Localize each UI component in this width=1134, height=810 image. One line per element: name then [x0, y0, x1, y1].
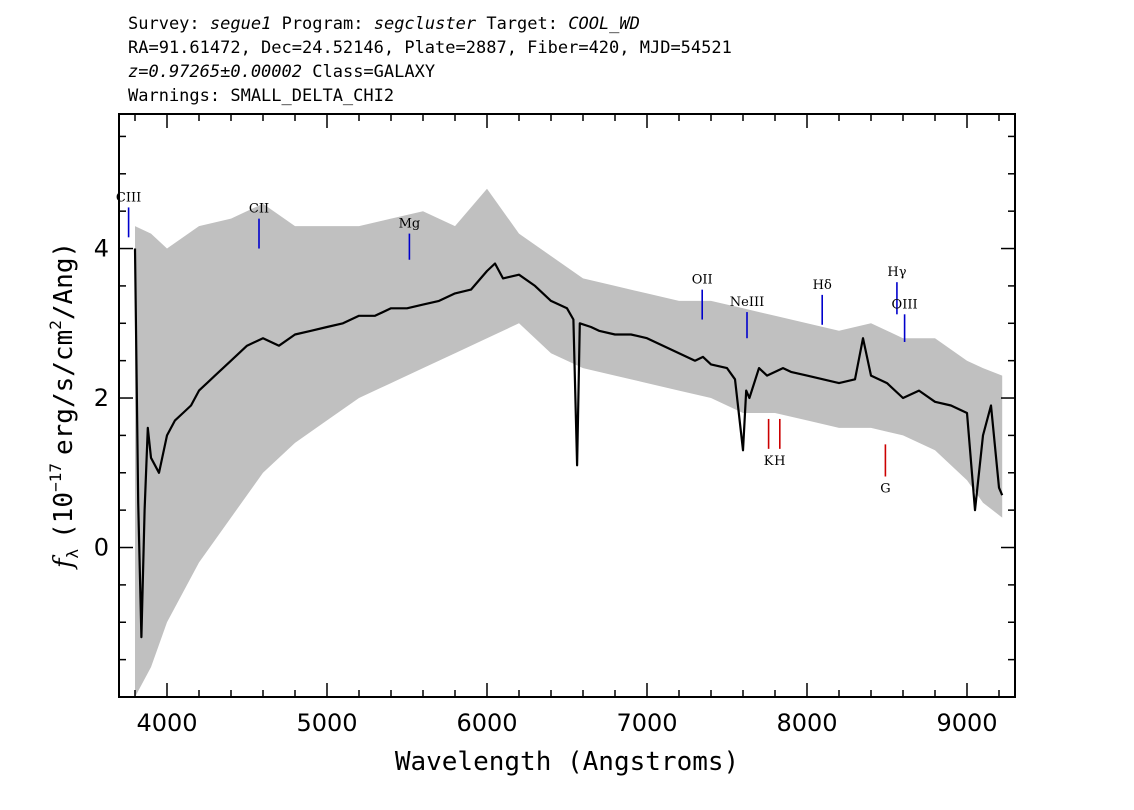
line-marker-label: Hγ [887, 265, 906, 280]
line-marker-label: Mg [399, 217, 421, 232]
survey-label: Survey: [128, 14, 200, 34]
x-tick-label: 5000 [296, 709, 357, 737]
x-tick-label: 8000 [776, 709, 837, 737]
x-axis-title: Wavelength (Angstroms) [395, 747, 739, 777]
x-tick-label: 7000 [616, 709, 677, 737]
line-marker-layer: CIII CII Mg OII NeIII Hδ Hγ OIII K H G [116, 190, 918, 496]
line-marker-label: OII [692, 273, 713, 288]
y-axis-end: /Ang) [49, 242, 79, 320]
target-value: COOL_WD [568, 14, 640, 34]
y-axis-lambda: λ [63, 549, 82, 559]
header-line-3: z=0.97265±0.00002 Class=GALAXY [128, 62, 435, 82]
y-axis-unit: erg/s/cm [49, 330, 79, 455]
x-tick-label: 9000 [936, 709, 997, 737]
program-value: segcluster [373, 14, 477, 34]
line-marker-label: H [774, 454, 785, 469]
y-tick-label: 4 [94, 235, 109, 263]
class-value: Class=GALAXY [312, 62, 436, 82]
y-tick-label: 2 [94, 384, 109, 412]
line-marker-label: CII [249, 202, 269, 217]
y-axis-title: fλ(10−17erg/s/cm2/Ang) [46, 242, 82, 570]
header-line-2: RA=91.61472, Dec=24.52146, Plate=2887, F… [128, 38, 732, 58]
y-axis-prefix: (10 [49, 492, 79, 539]
y-axis-sq: 2 [46, 320, 65, 330]
line-marker-label: CIII [116, 190, 141, 205]
header-line-4: Warnings: SMALL_DELTA_CHI2 [128, 86, 395, 106]
flux-series-line [133, 248, 1004, 639]
redshift-value: z=0.97265±0.00002 [128, 62, 302, 82]
x-tick-label: 6000 [456, 709, 517, 737]
error-band-layer [135, 188, 1003, 697]
x-tick-label: 4000 [136, 709, 197, 737]
line-marker-label: Hδ [813, 278, 832, 293]
flux-layer [133, 248, 1004, 639]
line-marker-label: G [880, 482, 890, 497]
survey-value: segue1 [209, 14, 272, 34]
plot-frame [118, 113, 1016, 698]
error-band [135, 188, 1003, 697]
header-line-1: Survey: segue1 Program: segcluster Targe… [128, 14, 640, 34]
line-marker-label: K [764, 454, 774, 469]
y-tick-label: 0 [94, 534, 109, 562]
y-axis: 0 2 4 [94, 135, 1015, 661]
line-marker-label: NeIII [730, 295, 764, 310]
target-label: Target: [486, 14, 558, 34]
x-axis: 4000 5000 6000 7000 8000 9000 [134, 114, 1000, 737]
line-marker-label: OIII [892, 297, 918, 312]
y-axis-exp: −17 [46, 463, 65, 492]
program-label: Program: [281, 14, 364, 34]
